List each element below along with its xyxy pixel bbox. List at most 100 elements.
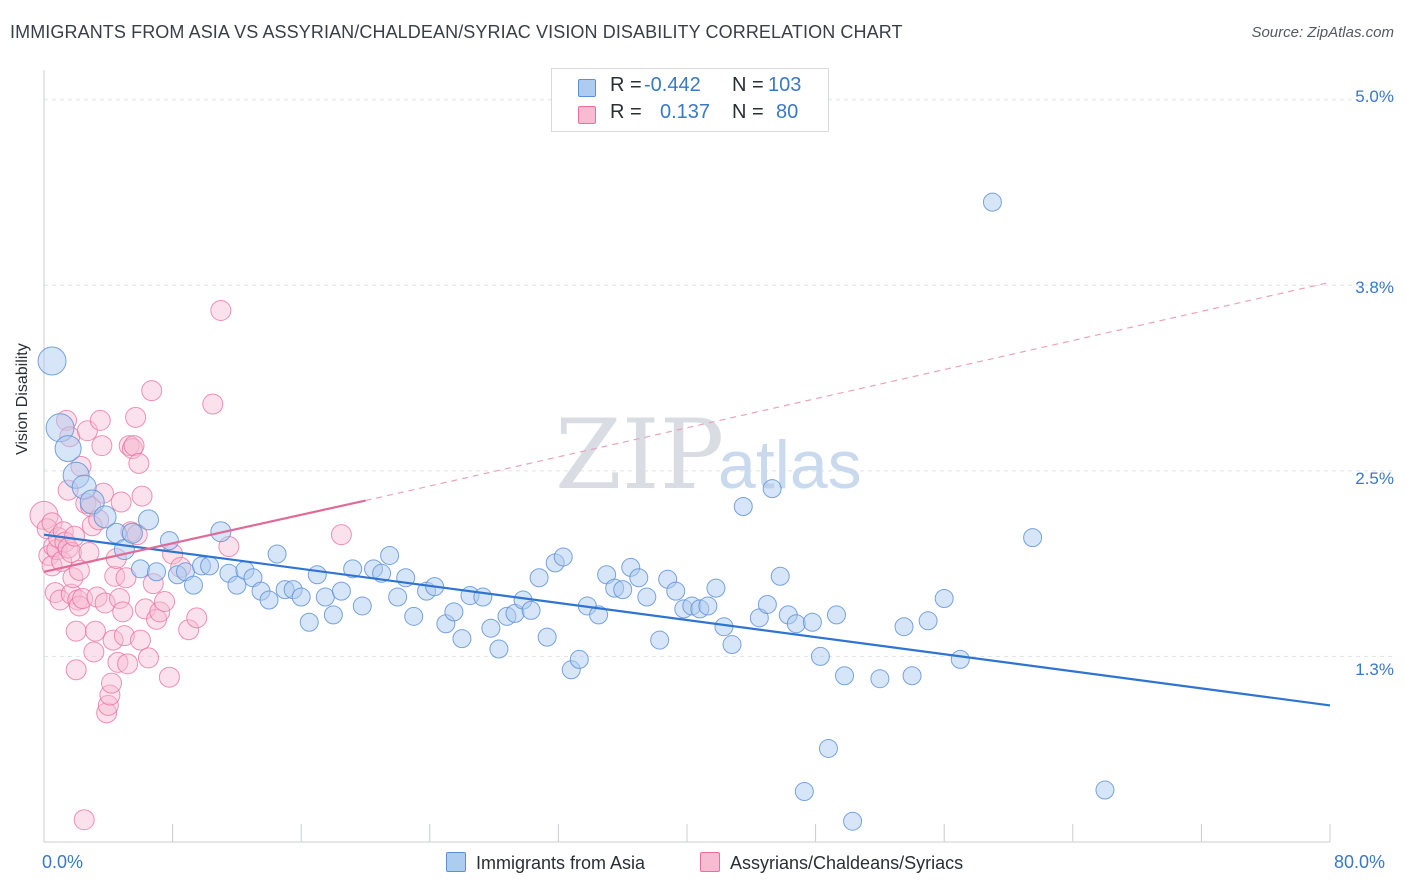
data-point-asia (870, 669, 890, 689)
data-point-assyrians (210, 300, 232, 322)
y-tick-label: 2.5% (1355, 469, 1394, 488)
data-point-assyrians (96, 702, 118, 724)
data-point-assyrians (110, 491, 132, 513)
data-point-assyrians (101, 672, 123, 694)
data-point-asia (722, 635, 742, 655)
data-point-assyrians (149, 601, 171, 623)
data-point-asia (54, 435, 82, 463)
data-point-asia (629, 568, 649, 588)
data-point-asia (843, 811, 863, 831)
data-point-asia (227, 575, 247, 595)
trend-lines (43, 281, 1331, 707)
data-point-asia (982, 192, 1002, 212)
blue-swatch-icon (446, 852, 466, 872)
y-tick-label: 1.3% (1355, 660, 1394, 679)
data-point-assyrians (129, 629, 151, 651)
r-label: R = (610, 74, 642, 96)
legend-item-asia: Immigrants from Asia (446, 852, 645, 874)
data-point-asia (343, 559, 363, 579)
data-point-asia (183, 575, 203, 595)
n-label: N = (732, 101, 764, 123)
axes (43, 70, 1331, 843)
data-point-asia (569, 649, 589, 669)
data-point-asia (352, 596, 372, 616)
watermark-zip: ZIP (555, 399, 724, 511)
data-point-asia (666, 581, 686, 601)
data-point-assyrians (186, 607, 208, 629)
data-point-asia (159, 531, 179, 551)
data-point-assyrians (125, 406, 147, 428)
data-point-assyrians (91, 435, 113, 457)
legend-label: Assyrians/Chaldeans/Syriacs (730, 853, 964, 873)
data-point-asia (444, 602, 464, 622)
data-point-assyrians (64, 525, 86, 547)
trend-line-assyrians (43, 499, 366, 573)
data-point-assyrians (202, 393, 224, 415)
data-point-asia (902, 666, 922, 686)
data-point-assyrians (89, 409, 111, 431)
data-point-assyrians (84, 620, 106, 642)
data-point-asia (818, 738, 838, 758)
r-label: R = (610, 101, 642, 123)
data-point-asia (794, 782, 814, 802)
data-point-asia (200, 556, 220, 576)
data-point-asia (380, 545, 400, 565)
data-point-asia (404, 606, 424, 626)
data-point-assyrians (137, 647, 159, 669)
data-point-assyrians (97, 694, 119, 716)
watermark: ZIP atlas (555, 399, 862, 511)
data-point-asia (589, 605, 609, 625)
data-point-assyrians (123, 435, 145, 457)
data-point-asia (147, 562, 167, 582)
y-tick-label: 5.0% (1355, 87, 1394, 106)
data-point-asia (93, 505, 117, 529)
pink-swatch-icon (700, 852, 720, 872)
data-point-asia (733, 496, 753, 516)
data-point-asia (826, 605, 846, 625)
data-point-asia (521, 600, 541, 620)
data-point-asia (130, 559, 150, 579)
r-value: -0.442 (644, 74, 701, 96)
trend-line-asia (43, 533, 1331, 707)
x-tick-label-min: 0.0% (42, 852, 84, 872)
data-point-asia (323, 605, 343, 625)
data-point-asia (299, 612, 319, 632)
data-point-asia (698, 596, 718, 616)
data-point-assyrians (330, 524, 352, 546)
data-point-assyrians (113, 625, 135, 647)
series-asia-points (37, 192, 1115, 831)
y-axis-label: Vision Disability (14, 343, 31, 455)
data-point-assyrians (83, 641, 105, 663)
data-point-assyrians (94, 592, 116, 614)
data-point-asia (307, 565, 327, 585)
data-point-assyrians (102, 629, 124, 651)
data-point-asia (934, 589, 954, 609)
legend-label: Immigrants from Asia (476, 853, 646, 873)
data-point-asia (802, 612, 822, 632)
data-point-assyrians (131, 485, 153, 507)
data-point-asia (950, 649, 970, 669)
data-point-asia (613, 580, 633, 600)
data-point-asia (762, 479, 782, 499)
data-point-assyrians (104, 565, 126, 587)
data-point-asia (537, 627, 557, 647)
n-label: N = (732, 74, 764, 96)
data-point-assyrians (73, 809, 95, 831)
data-point-asia (137, 509, 159, 531)
data-point-assyrians (49, 589, 71, 611)
r-value: 0.137 (660, 101, 711, 123)
data-point-assyrians (117, 653, 139, 675)
data-point-asia (835, 666, 855, 686)
data-point-asia (1023, 528, 1043, 548)
data-point-asia (331, 581, 351, 601)
data-point-asia (315, 587, 335, 607)
data-point-asia (473, 587, 493, 607)
data-point-asia (706, 578, 726, 598)
x-tick-label-max: 80.0% (1334, 852, 1386, 872)
chart-title: IMMIGRANTS FROM ASIA VS ASSYRIAN/CHALDEA… (10, 22, 903, 42)
data-point-assyrians (60, 583, 82, 605)
data-point-asia (372, 563, 392, 583)
data-point-asia (388, 587, 408, 607)
data-point-assyrians (112, 601, 134, 623)
data-point-assyrians (65, 620, 87, 642)
